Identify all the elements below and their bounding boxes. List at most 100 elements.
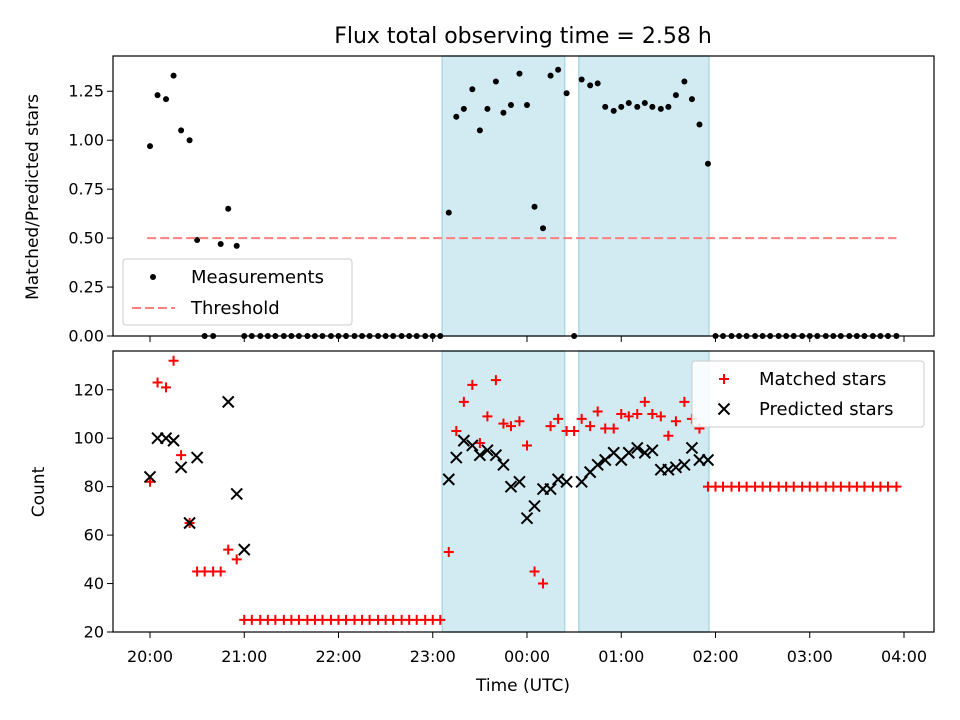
matched-stars-point [451,425,462,436]
measurement-point [688,96,695,103]
matched-stars-point [498,418,509,429]
matched-stars-point [199,566,210,577]
count-panel-legend: Matched stars Predicted stars [691,360,925,428]
ratio-panel-y-label: Matched/Predicted stars [23,94,43,300]
matched-stars-point [812,481,823,492]
matched-stars-point [490,375,501,386]
matched-stars-point [632,408,643,419]
predicted-stars-point [143,470,157,484]
matched-stars-point [545,421,556,432]
matched-stars-point [161,382,172,393]
matched-stars-point [553,413,564,424]
measurement-point [492,78,499,85]
count-panel-y-label: Count [29,466,49,517]
matched-stars-point [655,411,666,422]
measurement-point [602,103,609,110]
shaded-interval [578,350,710,633]
ratio-panel-legend: Measurements Threshold [122,258,353,326]
predicted-stars-point [183,516,196,530]
predicted-stars-point [190,451,204,464]
measurement-point [469,86,476,93]
ratio-panel-frame [112,55,935,337]
matched-stars-point [443,547,454,558]
predicted-stars-point [646,444,659,457]
legend-label: Matched stars [759,369,886,390]
predicted-stars-point [631,441,644,455]
measurement-point [170,72,177,79]
predicted-stars-point [560,475,573,489]
matched-stars-point [223,544,234,555]
matched-stars-point [538,578,549,589]
y-tick-label: 80 [84,477,104,496]
matched-stars-point [670,416,681,427]
predicted-stars-point [473,448,487,462]
matched-stars-point [514,416,525,427]
measurement-point [618,103,625,110]
x-tick-label: 22:00 [315,647,361,666]
matched-stars-point [467,379,478,390]
y-tick-label: 1.00 [68,131,104,150]
measurement-point [649,103,656,110]
predicted-stars-point [662,463,675,476]
measurement-point [696,121,703,128]
legend-label: Threshold [190,298,280,319]
x-tick-label: 20:00 [127,647,173,666]
measurement-point [445,209,452,216]
predicted-stars-point [174,461,188,474]
predicted-stars-point [622,446,635,459]
legend-matched-marker [719,374,729,384]
ratio-panel-y-ticks: 0.00 0.25 0.50 0.75 1.00 1.25 [68,82,113,346]
count-panel-x-ticks [149,632,905,638]
matched-stars-point [608,423,619,434]
measurement-point [225,205,232,212]
observing-window-shading [441,350,710,633]
measurement-point [500,109,507,116]
matched-stars-point [388,614,399,625]
legend-label: Predicted stars [759,399,893,420]
measurement-point [634,103,641,110]
measurement-point [641,99,648,106]
matched-stars-point [152,377,163,388]
matched-stars-point [215,566,226,577]
matched-stars-point [616,408,627,419]
predicted-stars-point [678,458,691,472]
count-panel-y-ticks: 20 40 60 80 100 120 [73,380,113,642]
predicted-stars-point [504,480,518,493]
matched-stars-point [741,481,752,492]
measurement-point [460,105,467,112]
measurement-point [555,66,562,73]
predicted-stars-point [222,395,235,409]
matched-stars-point [765,481,776,492]
legend-predicted-marker [717,402,731,416]
measurement-point [704,160,711,167]
measurement-point [540,225,547,232]
matched-stars-point [458,396,469,407]
matched-stars-point [293,614,304,625]
x-tick-label: 02:00 [692,647,738,666]
matched-stars-point [176,450,187,461]
measurement-point [507,101,514,108]
predicted-stars-point [230,487,243,501]
shaded-interval [441,55,566,337]
y-tick-label: 20 [84,623,104,642]
y-tick-label: 1.25 [68,82,104,101]
x-axis-label: Time (UTC) [475,676,570,696]
predicted-stars-point [528,499,541,513]
matched-stars-point [663,430,674,441]
predicted-stars-point [497,458,510,472]
matched-stars-point [891,481,902,492]
measurement-point [163,96,170,103]
predicted-stars-point [466,439,479,452]
y-tick-label: 0.25 [68,278,104,297]
matched-stars-point [585,421,596,432]
measurement-point [563,90,570,97]
matched-stars-point [522,440,532,451]
x-tick-labels: 20:00 21:00 22:00 23:00 00:00 01:00 02:00 03:00… [127,647,927,666]
measurement-point [587,82,594,89]
measurement-point [672,92,679,99]
measurement-point [531,203,538,210]
count-panel-marks [143,355,902,625]
matched-stars-point [231,554,242,565]
predicted-stars-point [167,434,180,447]
